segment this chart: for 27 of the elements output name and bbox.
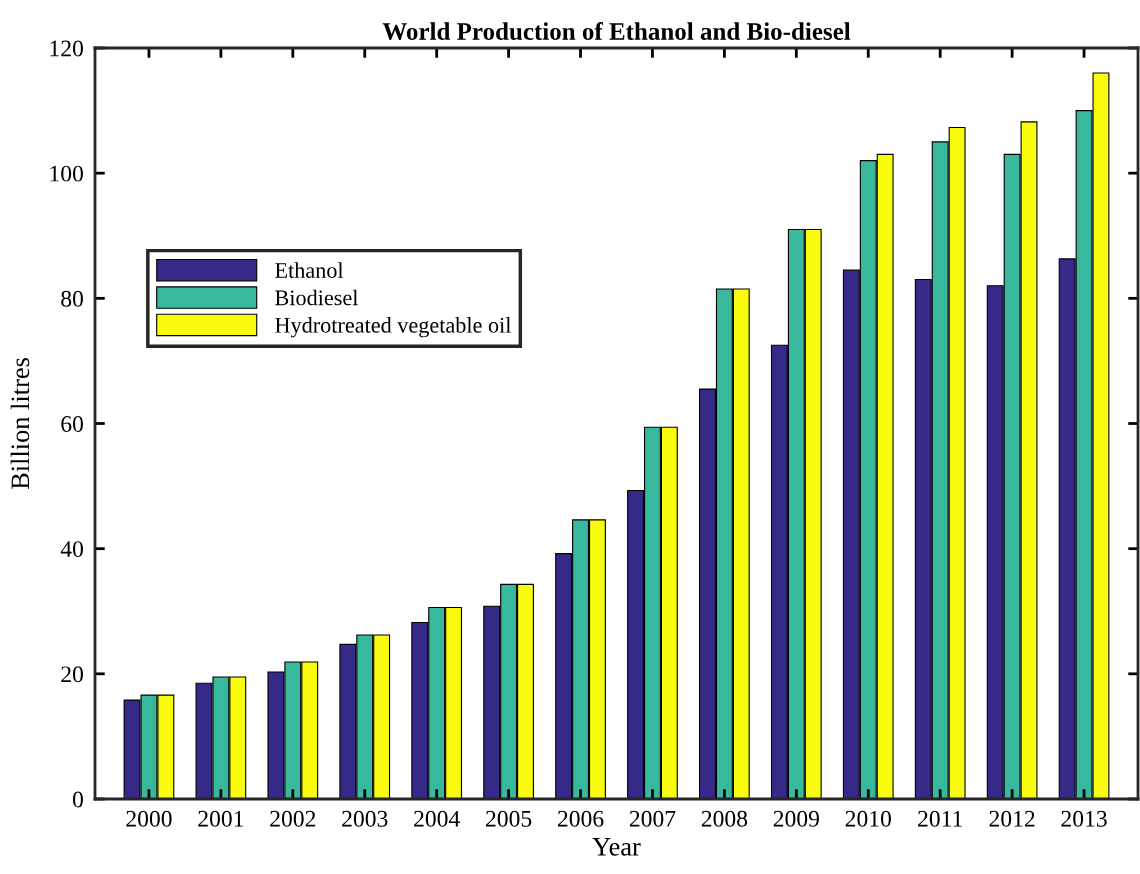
x-tick-label: 2008 — [701, 810, 748, 827]
y-tick-label: 100 — [50, 165, 83, 182]
x-tick-label: 2010 — [845, 810, 891, 827]
y-tick-label: 120 — [50, 40, 83, 57]
y-tick-label: 20 — [61, 666, 83, 683]
x-tick-label: 2002 — [270, 810, 316, 827]
x-tick-label: 2009 — [773, 810, 819, 827]
y-axis-title: Billion litres — [10, 358, 30, 490]
chart-title: World Production of Ethanol and Bio-diesel — [382, 22, 851, 41]
y-tick-label: 60 — [61, 415, 83, 432]
y-tick-label: 40 — [60, 541, 83, 558]
x-tick-label: 2006 — [557, 810, 604, 827]
x-tick-label: 2011 — [918, 810, 962, 827]
x-tick-label: 2001 — [198, 810, 244, 827]
x-tick-label: 2013 — [1061, 810, 1107, 827]
x-tick-label: 2007 — [629, 810, 676, 827]
x-tick-label: 2003 — [342, 810, 388, 827]
x-axis-title: Year — [592, 838, 641, 856]
x-tick-label: 2000 — [126, 810, 172, 827]
x-tick-label: 2005 — [486, 810, 532, 827]
y-tick-label: 0 — [72, 791, 83, 808]
legend-label: Biodiesel — [275, 289, 358, 306]
legend-label: Ethanol — [275, 262, 344, 278]
x-tick-label: 2004 — [414, 810, 460, 827]
legend-label: Hydrotreated vegetable oil — [275, 317, 511, 338]
y-tick-label: 80 — [61, 290, 83, 307]
x-tick-label: 2012 — [989, 810, 1035, 827]
